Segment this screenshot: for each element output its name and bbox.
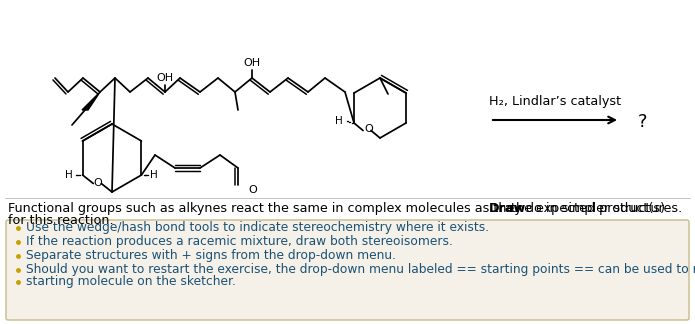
Text: OH: OH <box>156 73 174 83</box>
Text: Use the wedge/hash bond tools to indicate stereochemistry where it exists.: Use the wedge/hash bond tools to indicat… <box>26 221 489 234</box>
Text: starting molecule on the sketcher.: starting molecule on the sketcher. <box>26 274 236 287</box>
Text: O: O <box>93 178 101 188</box>
Polygon shape <box>82 92 100 110</box>
Text: H: H <box>65 170 72 180</box>
Text: for this reaction.: for this reaction. <box>8 214 113 227</box>
Text: Draw: Draw <box>489 202 525 215</box>
Text: O: O <box>248 185 256 195</box>
Text: ?: ? <box>638 113 648 131</box>
Text: H: H <box>150 170 158 180</box>
Text: Functional groups such as alkynes react the same in complex molecules as they do: Functional groups such as alkynes react … <box>8 202 686 215</box>
Text: the expected product(s): the expected product(s) <box>507 202 665 215</box>
Text: Separate structures with + signs from the drop-down menu.: Separate structures with + signs from th… <box>26 249 396 261</box>
Text: H₂, Lindlar’s catalyst: H₂, Lindlar’s catalyst <box>489 95 621 108</box>
Text: If the reaction produces a racemic mixture, draw both stereoisomers.: If the reaction produces a racemic mixtu… <box>26 235 453 248</box>
Text: H: H <box>335 116 343 126</box>
FancyBboxPatch shape <box>6 220 689 320</box>
Text: O: O <box>365 123 373 133</box>
Text: OH: OH <box>243 58 261 68</box>
Text: Should you want to restart the exercise, the drop-down menu labeled == starting : Should you want to restart the exercise,… <box>26 262 695 275</box>
